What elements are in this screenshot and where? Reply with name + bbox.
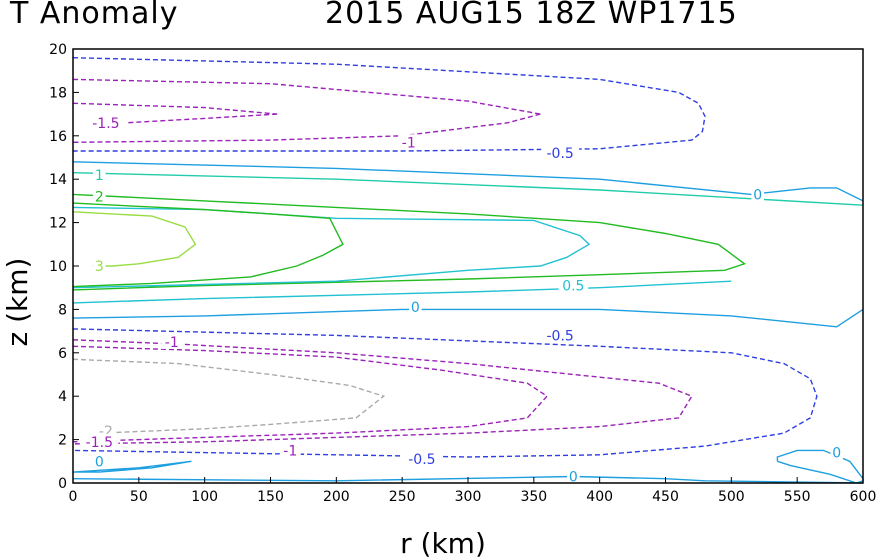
x-tick-label: 600 (850, 489, 877, 505)
contour-label-bg (93, 188, 106, 204)
contour-label-bg (93, 453, 106, 469)
contour-label: 0 (95, 454, 104, 470)
x-tick-label: 350 (520, 489, 547, 505)
contour-line--1.5 (72, 345, 549, 443)
chart-title: T Anomaly (10, 0, 179, 31)
contour-label-bg (80, 433, 119, 449)
contour-line--1.5 (72, 102, 278, 115)
contour-label-bg (86, 114, 125, 130)
plot-frame (72, 48, 864, 484)
contour-line--1.5 (125, 113, 278, 124)
y-tick-label: 4 (58, 389, 67, 405)
contour-label-bg (93, 258, 106, 273)
contour-label-bg (541, 327, 580, 343)
contour-label-bg (558, 277, 589, 293)
contour-label: 0 (569, 469, 578, 485)
contour-label-bg (279, 442, 301, 458)
contour-label: -1 (402, 135, 416, 151)
contour-line-2 (72, 202, 344, 288)
contour-label-bg (541, 145, 580, 161)
x-tick-label: 200 (323, 489, 350, 505)
x-tick-label: 300 (455, 489, 482, 505)
chart-subtitle: 2015 AUG15 18Z WP1715 (325, 0, 738, 31)
contour-label: 0.5 (562, 279, 584, 295)
x-axis: 0 50 100 150 200 250 300 350 400 450 500 550 600 (69, 477, 877, 505)
x-tick-label: 50 (130, 489, 148, 505)
contour-line-3 (72, 211, 197, 267)
contour-line-0.5 (72, 280, 732, 304)
contour-line-1 (72, 172, 864, 206)
x-tick-label: 400 (586, 489, 613, 505)
y-axis: 0 2 4 6 8 10 12 14 16 18 20 (49, 42, 79, 492)
contour-label: 1 (95, 168, 104, 184)
y-tick-label: 16 (49, 129, 67, 145)
x-tick-label: 450 (652, 489, 679, 505)
contour-line--1 (72, 113, 541, 143)
contour-label-bg (409, 299, 422, 315)
contour-label-bg (830, 444, 843, 460)
y-tick-label: 14 (49, 172, 67, 188)
contour-label: -1 (165, 335, 179, 351)
contour-line--2 (72, 358, 386, 434)
x-tick-label: 500 (718, 489, 745, 505)
contour-label: 0 (753, 187, 762, 203)
contour-line-2 (72, 193, 747, 291)
contour-line-0 (72, 308, 864, 328)
contour-label: 3 (95, 259, 104, 275)
y-tick-label: 18 (49, 85, 67, 101)
x-axis-title: r (km) (400, 527, 486, 559)
contour-label-bg (398, 134, 420, 150)
x-tick-label: 0 (69, 489, 78, 505)
x-tick-label: 550 (784, 489, 811, 505)
contour-line-0 (72, 460, 192, 473)
contour-line--0.5 (72, 57, 706, 152)
contour-line-0 (776, 449, 864, 484)
x-tick-label: 250 (389, 489, 416, 505)
contour-label: 2 (95, 190, 104, 206)
contour-label: -0.5 (408, 452, 435, 468)
contour-label: -1.5 (86, 435, 113, 451)
contour-label: -0.5 (547, 328, 574, 344)
contour-label: 0 (832, 446, 841, 462)
contour-label: -1 (283, 443, 297, 459)
y-axis-title: z (km) (1, 258, 34, 347)
contour-label: -1.5 (92, 116, 119, 132)
contour-label-bg (161, 333, 183, 349)
contour-label-bg (751, 186, 764, 202)
contour-label: 0 (411, 300, 420, 316)
contour-line--1 (72, 339, 693, 445)
contour-line--0.5 (72, 328, 818, 458)
y-tick-label: 6 (58, 346, 67, 362)
y-tick-label: 0 (58, 476, 67, 492)
contour-label-bg (567, 468, 580, 484)
y-tick-label: 10 (49, 259, 67, 275)
contour-lines (72, 57, 864, 484)
contour-label-bg (402, 451, 441, 467)
x-tick-label: 100 (191, 489, 218, 505)
y-tick-label: 20 (49, 42, 67, 58)
contour-label: -0.5 (547, 146, 574, 162)
y-tick-label: 8 (58, 302, 67, 318)
y-tick-label: 2 (58, 433, 67, 449)
contour-line-0 (72, 161, 864, 202)
contour-label-bg (93, 166, 106, 182)
contour-line--1 (72, 78, 541, 115)
y-tick-label: 12 (49, 216, 67, 232)
x-tick-label: 150 (257, 489, 284, 505)
